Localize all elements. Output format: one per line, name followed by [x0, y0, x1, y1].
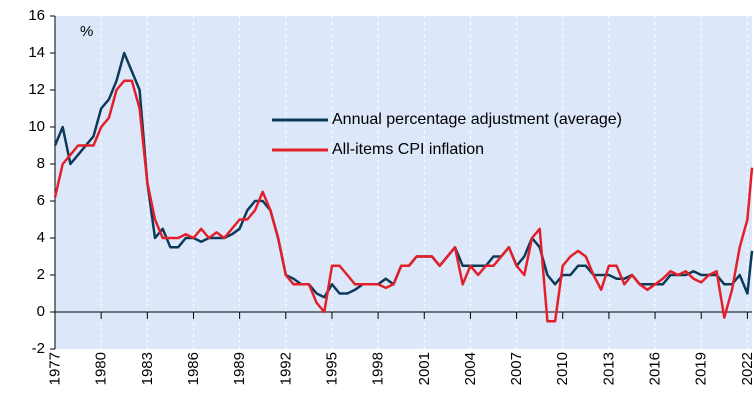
x-tick-label: 1989 [231, 352, 248, 385]
y-tick-label: 10 [28, 118, 45, 135]
line-series [53, 79, 754, 323]
x-tick-label: 1998 [370, 352, 387, 385]
y-tick-label: 0 [37, 303, 45, 320]
y-tick-label: 4 [37, 229, 45, 246]
plot-background [55, 16, 752, 349]
y-tick-label: 8 [37, 155, 45, 172]
x-tick-label: 2007 [508, 352, 525, 385]
y-tick-label: 12 [28, 81, 45, 98]
x-tick-label: 2013 [600, 352, 617, 385]
x-tick-label: 1980 [93, 352, 110, 385]
y-tick-label: 16 [28, 7, 45, 24]
x-tick-label: 2019 [693, 352, 710, 385]
x-tick-label: 1986 [185, 352, 202, 385]
unit-annotation: % [80, 23, 93, 40]
x-tick-label: 2001 [416, 352, 433, 385]
x-tick-label: 2016 [647, 352, 664, 385]
x-tick-label: 1992 [277, 352, 294, 385]
x-tick-label: 2004 [462, 352, 479, 385]
y-tick-label: 6 [37, 192, 45, 209]
x-tick-label: 2022 [739, 352, 754, 385]
legend-label: All-items CPI inflation [332, 141, 484, 158]
y-tick-label: 2 [37, 266, 45, 283]
y-tick-label: -2 [32, 340, 45, 357]
x-tick-label: 2010 [554, 352, 571, 385]
x-tick-label: 1977 [47, 352, 64, 385]
y-tick-label: 14 [28, 44, 45, 61]
legend-label: Annual percentage adjustment (average) [332, 111, 622, 128]
x-tick-label: 1995 [323, 352, 340, 385]
x-tick-label: 1983 [139, 352, 156, 385]
